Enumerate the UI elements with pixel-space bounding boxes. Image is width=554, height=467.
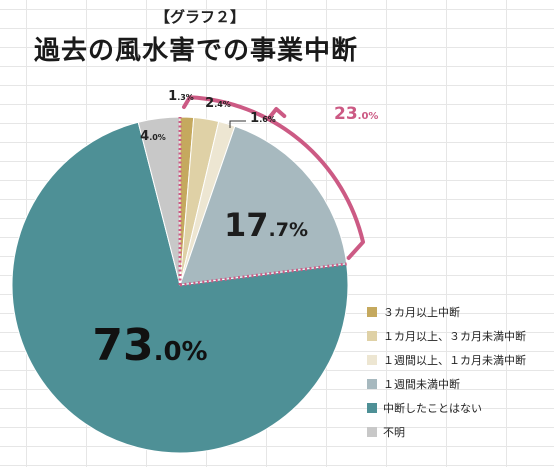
bracket-notch [266,107,287,122]
slice-5-value: 73.0% [92,320,207,371]
legend-label: １週間未満中断 [383,378,460,391]
legend-swatch [367,403,377,413]
legend-label: 不明 [383,426,405,439]
chart-title: 過去の風水害での事業中断 [34,36,359,66]
legend-item: 不明 [367,420,526,444]
legend-item: 中断したことはない [367,396,526,420]
legend-swatch [367,331,377,341]
slice-2-value: 2.4% [205,96,231,111]
legend-swatch [367,355,377,365]
pie-slice-4 [179,125,348,286]
bracket-total-label: 23.0% [334,104,378,124]
legend-item: １週間以上、１カ月未満中断 [367,348,526,372]
legend-label: ３カ月以上中断 [383,306,460,319]
slice-3-leader-line [229,120,246,128]
bracket-curve [182,95,366,260]
slice-1-value: 1.3% [168,89,194,104]
legend-item: １カ月以上、３カ月未満中断 [367,324,526,348]
legend-item: ３カ月以上中断 [367,300,526,324]
chart-supertitle: 【グラフ２】 [155,8,246,26]
legend-swatch [367,379,377,389]
legend-swatch [367,427,377,437]
legend-label: １週間以上、１カ月未満中断 [383,354,526,367]
slice-3-value: 1.6% [250,111,276,126]
slice-4-value: 17.7% [224,206,308,244]
slice-6-value: 4.0% [140,129,166,144]
legend-swatch [367,307,377,317]
pie-slice-5 [11,121,349,454]
legend-item: １週間未満中断 [367,372,526,396]
legend-label: １カ月以上、３カ月未満中断 [383,330,526,343]
legend-label: 中断したことはない [383,402,482,415]
legend: ３カ月以上中断 １カ月以上、３カ月未満中断 １週間以上、１カ月未満中断 １週間未満中断… [367,300,526,444]
bracket-end-line [179,262,347,287]
